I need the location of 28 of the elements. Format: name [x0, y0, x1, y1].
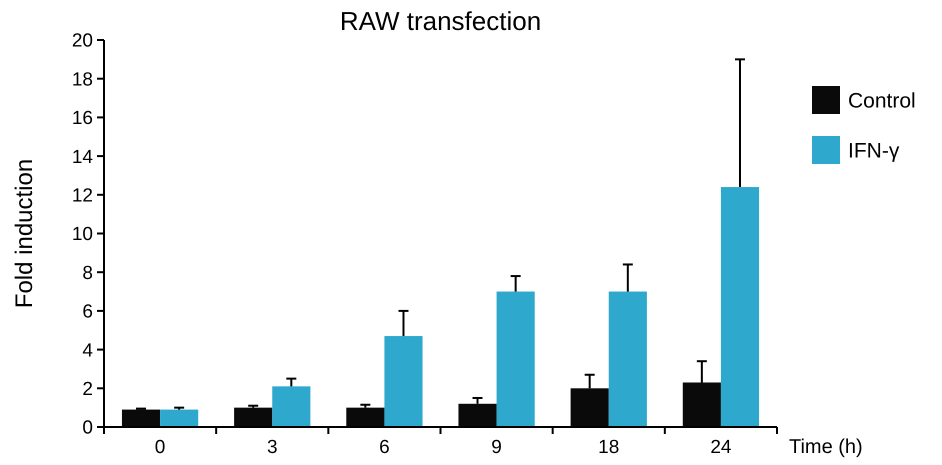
x-tick-label: 6 [379, 437, 390, 458]
y-tick-label: 2 [82, 378, 93, 400]
x-tick-label: 9 [491, 437, 502, 458]
y-tick-label: 6 [82, 302, 93, 323]
bar [496, 292, 535, 427]
x-tick-label: 18 [598, 437, 620, 458]
x-tick-label: 0 [154, 437, 166, 458]
legend-label: IFN-γ [848, 139, 900, 162]
chart-title: RAW transfection [340, 6, 542, 36]
y-tick-label: 12 [72, 185, 93, 206]
y-tick-label: 18 [72, 69, 93, 90]
y-tick-label: 14 [72, 146, 94, 168]
y-tick-label: 8 [82, 262, 93, 284]
bar [272, 386, 310, 427]
x-axis-title: Time (h) [789, 436, 863, 458]
y-tick-label: 10 [72, 224, 93, 246]
bar [608, 292, 647, 427]
bar [384, 336, 423, 427]
legend-label: Control [848, 89, 916, 112]
y-tick-label: 16 [72, 108, 93, 130]
bar [720, 187, 760, 427]
bar [160, 410, 198, 427]
y-axis-title: Fold induction [11, 158, 38, 308]
y-tick-label: 4 [82, 340, 94, 362]
x-tick-label: 3 [266, 437, 278, 458]
y-tick-label: 0 [82, 418, 93, 439]
y-tick-label: 20 [72, 30, 93, 52]
x-tick-label: 24 [710, 437, 732, 458]
